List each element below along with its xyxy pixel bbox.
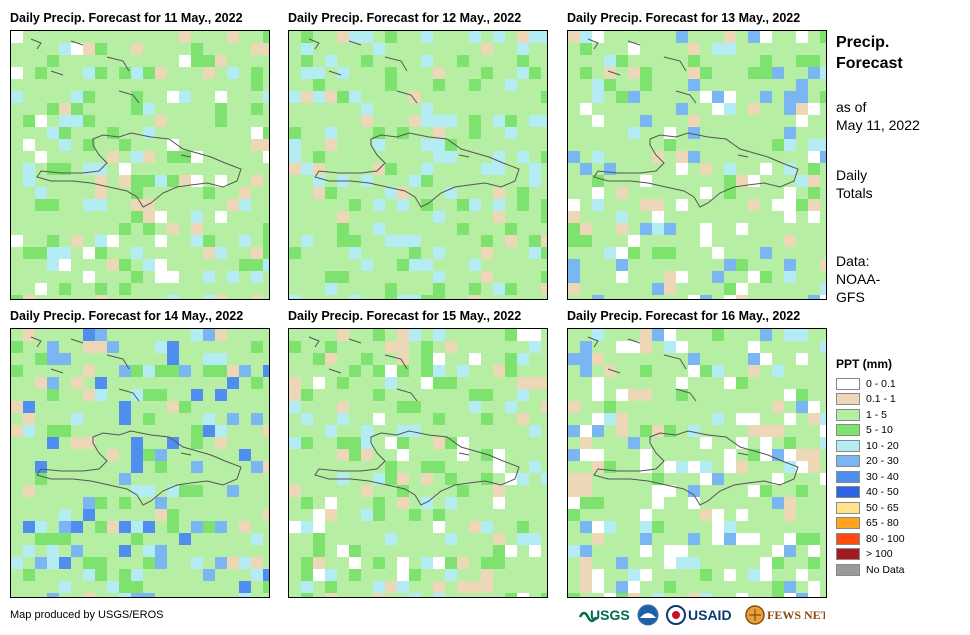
legend-swatch: [836, 455, 860, 467]
legend-label: > 100: [866, 548, 893, 560]
island-outline: [593, 430, 799, 506]
forecast-map-1: [10, 30, 270, 300]
small-islands-outline: [308, 336, 470, 456]
forecast-map-6: [567, 328, 827, 598]
legend-item: 0 - 0.1: [836, 377, 896, 390]
legend-item: 30 - 40: [836, 470, 899, 483]
forecast-map-5: [288, 328, 548, 598]
legend-title: PPT (mm): [836, 357, 893, 371]
daily-totals-label: Daily Totals: [836, 167, 873, 201]
svg-text:FEWS NET: FEWS NET: [767, 608, 825, 622]
legend-label: 50 - 65: [866, 501, 899, 514]
panel-title-6: Daily Precip. Forecast for 16 May., 2022: [567, 309, 801, 323]
legend-swatch: [836, 424, 860, 436]
svg-text:USAID: USAID: [688, 607, 732, 623]
legend-label: 65 - 80: [866, 517, 899, 529]
usgs-logo: USGS: [578, 604, 630, 626]
legend-label: 80 - 100: [866, 532, 905, 545]
legend-label: 40 - 50: [866, 486, 899, 498]
legend-label: 20 - 30: [866, 455, 899, 467]
forecast-map-3: [567, 30, 827, 300]
panel-title-3: Daily Precip. Forecast for 13 May., 2022: [567, 11, 801, 25]
legend-label: No Data: [866, 563, 905, 576]
small-islands-outline: [587, 38, 749, 158]
usaid-logo: USAID: [666, 604, 742, 626]
legend-item: 20 - 30: [836, 455, 899, 468]
legend-item: 65 - 80: [836, 517, 899, 530]
island-outline: [314, 132, 520, 208]
svg-text:USGS: USGS: [590, 607, 630, 623]
as-of-date: as of May 11, 2022: [836, 99, 920, 133]
panel-title-2: Daily Precip. Forecast for 12 May., 2022: [288, 11, 522, 25]
legend-label: 0 - 0.1: [866, 377, 896, 390]
legend-item: No Data: [836, 563, 905, 576]
legend-item: 80 - 100: [836, 532, 905, 545]
legend-item: 50 - 65: [836, 501, 899, 514]
legend-swatch: [836, 563, 860, 576]
legend-label: 30 - 40: [866, 470, 899, 483]
island-outline: [593, 132, 799, 208]
legend-label: 1 - 5: [866, 408, 888, 421]
legend-swatch: [836, 532, 860, 545]
legend-swatch: [836, 393, 860, 405]
panel-title-5: Daily Precip. Forecast for 15 May., 2022: [288, 309, 522, 323]
sidebar-title: Precip. Forecast: [836, 34, 903, 72]
legend-swatch: [836, 501, 860, 514]
small-islands-outline: [30, 38, 192, 158]
legend-swatch: [836, 470, 860, 483]
credit-text: Map produced by USGS/EROS: [10, 609, 164, 621]
small-islands-outline: [587, 336, 749, 456]
legend-item: 40 - 50: [836, 486, 899, 499]
legend-swatch: [836, 439, 860, 452]
legend-swatch: [836, 486, 860, 498]
legend-swatch: [836, 377, 860, 390]
island-outline: [36, 430, 242, 506]
legend-item: 5 - 10: [836, 424, 893, 437]
noaa-logo: [637, 604, 659, 626]
legend-item: 0.1 - 1: [836, 393, 896, 406]
legend-swatch: [836, 517, 860, 529]
forecast-map-4: [10, 328, 270, 598]
data-source: Data: NOAA- GFS: [836, 253, 881, 305]
legend-label: 0.1 - 1: [866, 393, 896, 405]
legend-item: 10 - 20: [836, 439, 899, 452]
fews-net-logo: FEWS NET: [745, 604, 825, 626]
legend-swatch: [836, 408, 860, 421]
legend-item: 1 - 5: [836, 408, 887, 421]
forecast-map-2: [288, 30, 548, 300]
small-islands-outline: [308, 38, 470, 158]
legend-label: 10 - 20: [866, 439, 899, 452]
small-islands-outline: [30, 336, 192, 456]
legend-label: 5 - 10: [866, 424, 893, 436]
island-outline: [36, 132, 242, 208]
island-outline: [314, 430, 520, 506]
panel-title-4: Daily Precip. Forecast for 14 May., 2022: [10, 309, 244, 323]
legend-item: > 100: [836, 548, 893, 561]
legend-swatch: [836, 548, 860, 560]
panel-title-1: Daily Precip. Forecast for 11 May., 2022: [10, 11, 243, 25]
